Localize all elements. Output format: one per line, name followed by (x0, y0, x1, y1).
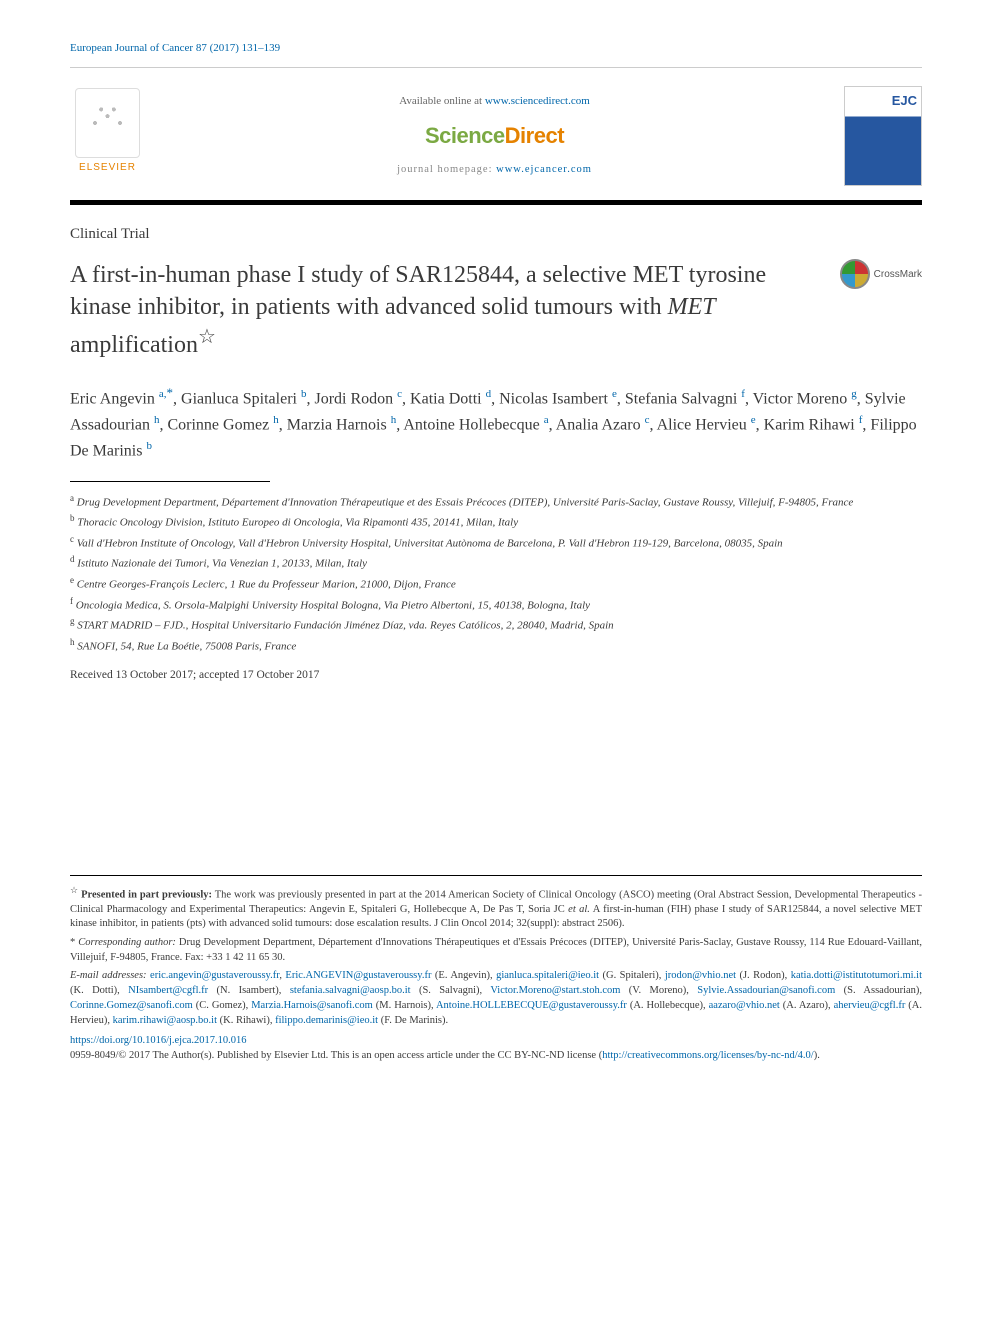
affiliation-item: h SANOFI, 54, Rue La Boétie, 75008 Paris… (70, 636, 922, 656)
elsevier-tree-icon (75, 88, 140, 158)
email-link[interactable]: Corinne.Gomez@sanofi.com (70, 1000, 193, 1011)
footnote-presented: ☆ Presented in part previously: The work… (70, 884, 922, 933)
homepage-label: journal homepage: (397, 164, 496, 175)
doi-link[interactable]: https://doi.org/10.1016/j.ejca.2017.10.0… (70, 1035, 247, 1046)
scidirect-word-b: Direct (505, 123, 564, 148)
copyright-b: ). (814, 1050, 820, 1061)
email-link[interactable]: Antoine.HOLLEBECQUE@gustaveroussy.fr (436, 1000, 627, 1011)
available-label: Available online at (399, 95, 485, 107)
available-online: Available online at www.sciencedirect.co… (399, 93, 590, 110)
affiliation-item: e Centre Georges-François Leclerc, 1 Rue… (70, 574, 922, 594)
email-link[interactable]: NIsambert@cgfl.fr (128, 985, 208, 996)
journal-homepage: journal homepage: www.ejcancer.com (397, 162, 592, 178)
corr-label: Corresponding author: (78, 937, 176, 948)
author-rule (70, 481, 270, 482)
affiliation-item: c Vall d'Hebron Institute of Oncology, V… (70, 533, 922, 553)
divider-rule (70, 200, 922, 205)
crossmark-icon (840, 259, 870, 289)
article-history: Received 13 October 2017; accepted 17 Oc… (70, 667, 922, 684)
license-link[interactable]: http://creativecommons.org/licenses/by-n… (602, 1050, 814, 1061)
article-type: Clinical Trial (70, 223, 922, 246)
affiliation-item: g START MADRID – FJD., Hospital Universi… (70, 615, 922, 635)
elsevier-logo[interactable]: ELSEVIER (70, 88, 145, 183)
doi-line: https://doi.org/10.1016/j.ejca.2017.10.0… (70, 1034, 922, 1049)
affiliation-item: d Istituto Nazionale dei Tumori, Via Ven… (70, 553, 922, 573)
affiliations: a Drug Development Department, Départeme… (70, 492, 922, 656)
title-italic: MET (668, 294, 716, 320)
elsevier-wordmark: ELSEVIER (79, 160, 136, 175)
journal-reference: European Journal of Cancer 87 (2017) 131… (70, 40, 922, 57)
publisher-header: ELSEVIER Available online at www.science… (70, 67, 922, 194)
presented-bold: Presented in part previously: (81, 889, 212, 900)
email-link[interactable]: filippo.demarinis@ieo.it (275, 1015, 378, 1026)
email-link[interactable]: Sylvie.Assadourian@sanofi.com (697, 985, 835, 996)
crossmark-label: CrossMark (874, 267, 922, 282)
title-footnote-mark: ☆ (198, 326, 216, 348)
sciencedirect-logo[interactable]: ScienceDirect (425, 119, 564, 152)
homepage-link[interactable]: www.ejcancer.com (496, 164, 592, 175)
article-title: A first-in-human phase I study of SAR125… (70, 259, 822, 361)
email-link[interactable]: ahervieu@cgfl.fr (834, 1000, 906, 1011)
affiliation-item: f Oncologia Medica, S. Orsola-Malpighi U… (70, 595, 922, 615)
copyright-a: 0959-8049/© 2017 The Author(s). Publishe… (70, 1050, 602, 1061)
scidirect-word-a: Science (425, 123, 505, 148)
email-link[interactable]: eric.angevin@gustaveroussy.fr (150, 970, 279, 981)
corr-text: Drug Development Department, Département… (70, 937, 922, 963)
email-link[interactable]: stefania.salvagni@aosp.bo.it (290, 985, 411, 996)
email-link[interactable]: aazaro@vhio.net (709, 1000, 780, 1011)
email-link[interactable]: karim.rihawi@aosp.bo.it (113, 1015, 217, 1026)
title-text-a: A first-in-human phase I study of SAR125… (70, 262, 766, 320)
email-link[interactable]: Marzia.Harnois@sanofi.com (251, 1000, 373, 1011)
title-row: A first-in-human phase I study of SAR125… (70, 259, 922, 361)
copyright-line: 0959-8049/© 2017 The Author(s). Publishe… (70, 1049, 922, 1064)
footnote-emails: E-mail addresses: eric.angevin@gustavero… (70, 969, 922, 1028)
affiliation-item: a Drug Development Department, Départeme… (70, 492, 922, 512)
footnotes: ☆ Presented in part previously: The work… (70, 875, 922, 1064)
sciencedirect-url-link[interactable]: www.sciencedirect.com (485, 95, 590, 107)
title-text-b: amplification (70, 332, 198, 358)
crossmark-widget[interactable]: CrossMark (840, 259, 922, 289)
author-list: Eric Angevin a,*, Gianluca Spitaleri b, … (70, 383, 922, 464)
email-link[interactable]: Victor.Moreno@start.stoh.com (490, 985, 620, 996)
corr-mark: * (70, 937, 75, 948)
email-link[interactable]: jrodon@vhio.net (665, 970, 736, 981)
journal-cover-thumbnail[interactable] (844, 86, 922, 186)
presented-etal: et al. (568, 904, 590, 915)
header-center: Available online at www.sciencedirect.co… (161, 93, 828, 178)
email-link[interactable]: gianluca.spitaleri@ieo.it (496, 970, 599, 981)
affiliation-item: b Thoracic Oncology Division, Istituto E… (70, 512, 922, 532)
email-link[interactable]: katia.dotti@istitutotumori.mi.it (791, 970, 922, 981)
footnote-corresponding: * Corresponding author: Drug Development… (70, 936, 922, 965)
footnote-mark: ☆ (70, 885, 78, 895)
email-link[interactable]: Eric.ANGEVIN@gustaveroussy.fr (285, 970, 431, 981)
